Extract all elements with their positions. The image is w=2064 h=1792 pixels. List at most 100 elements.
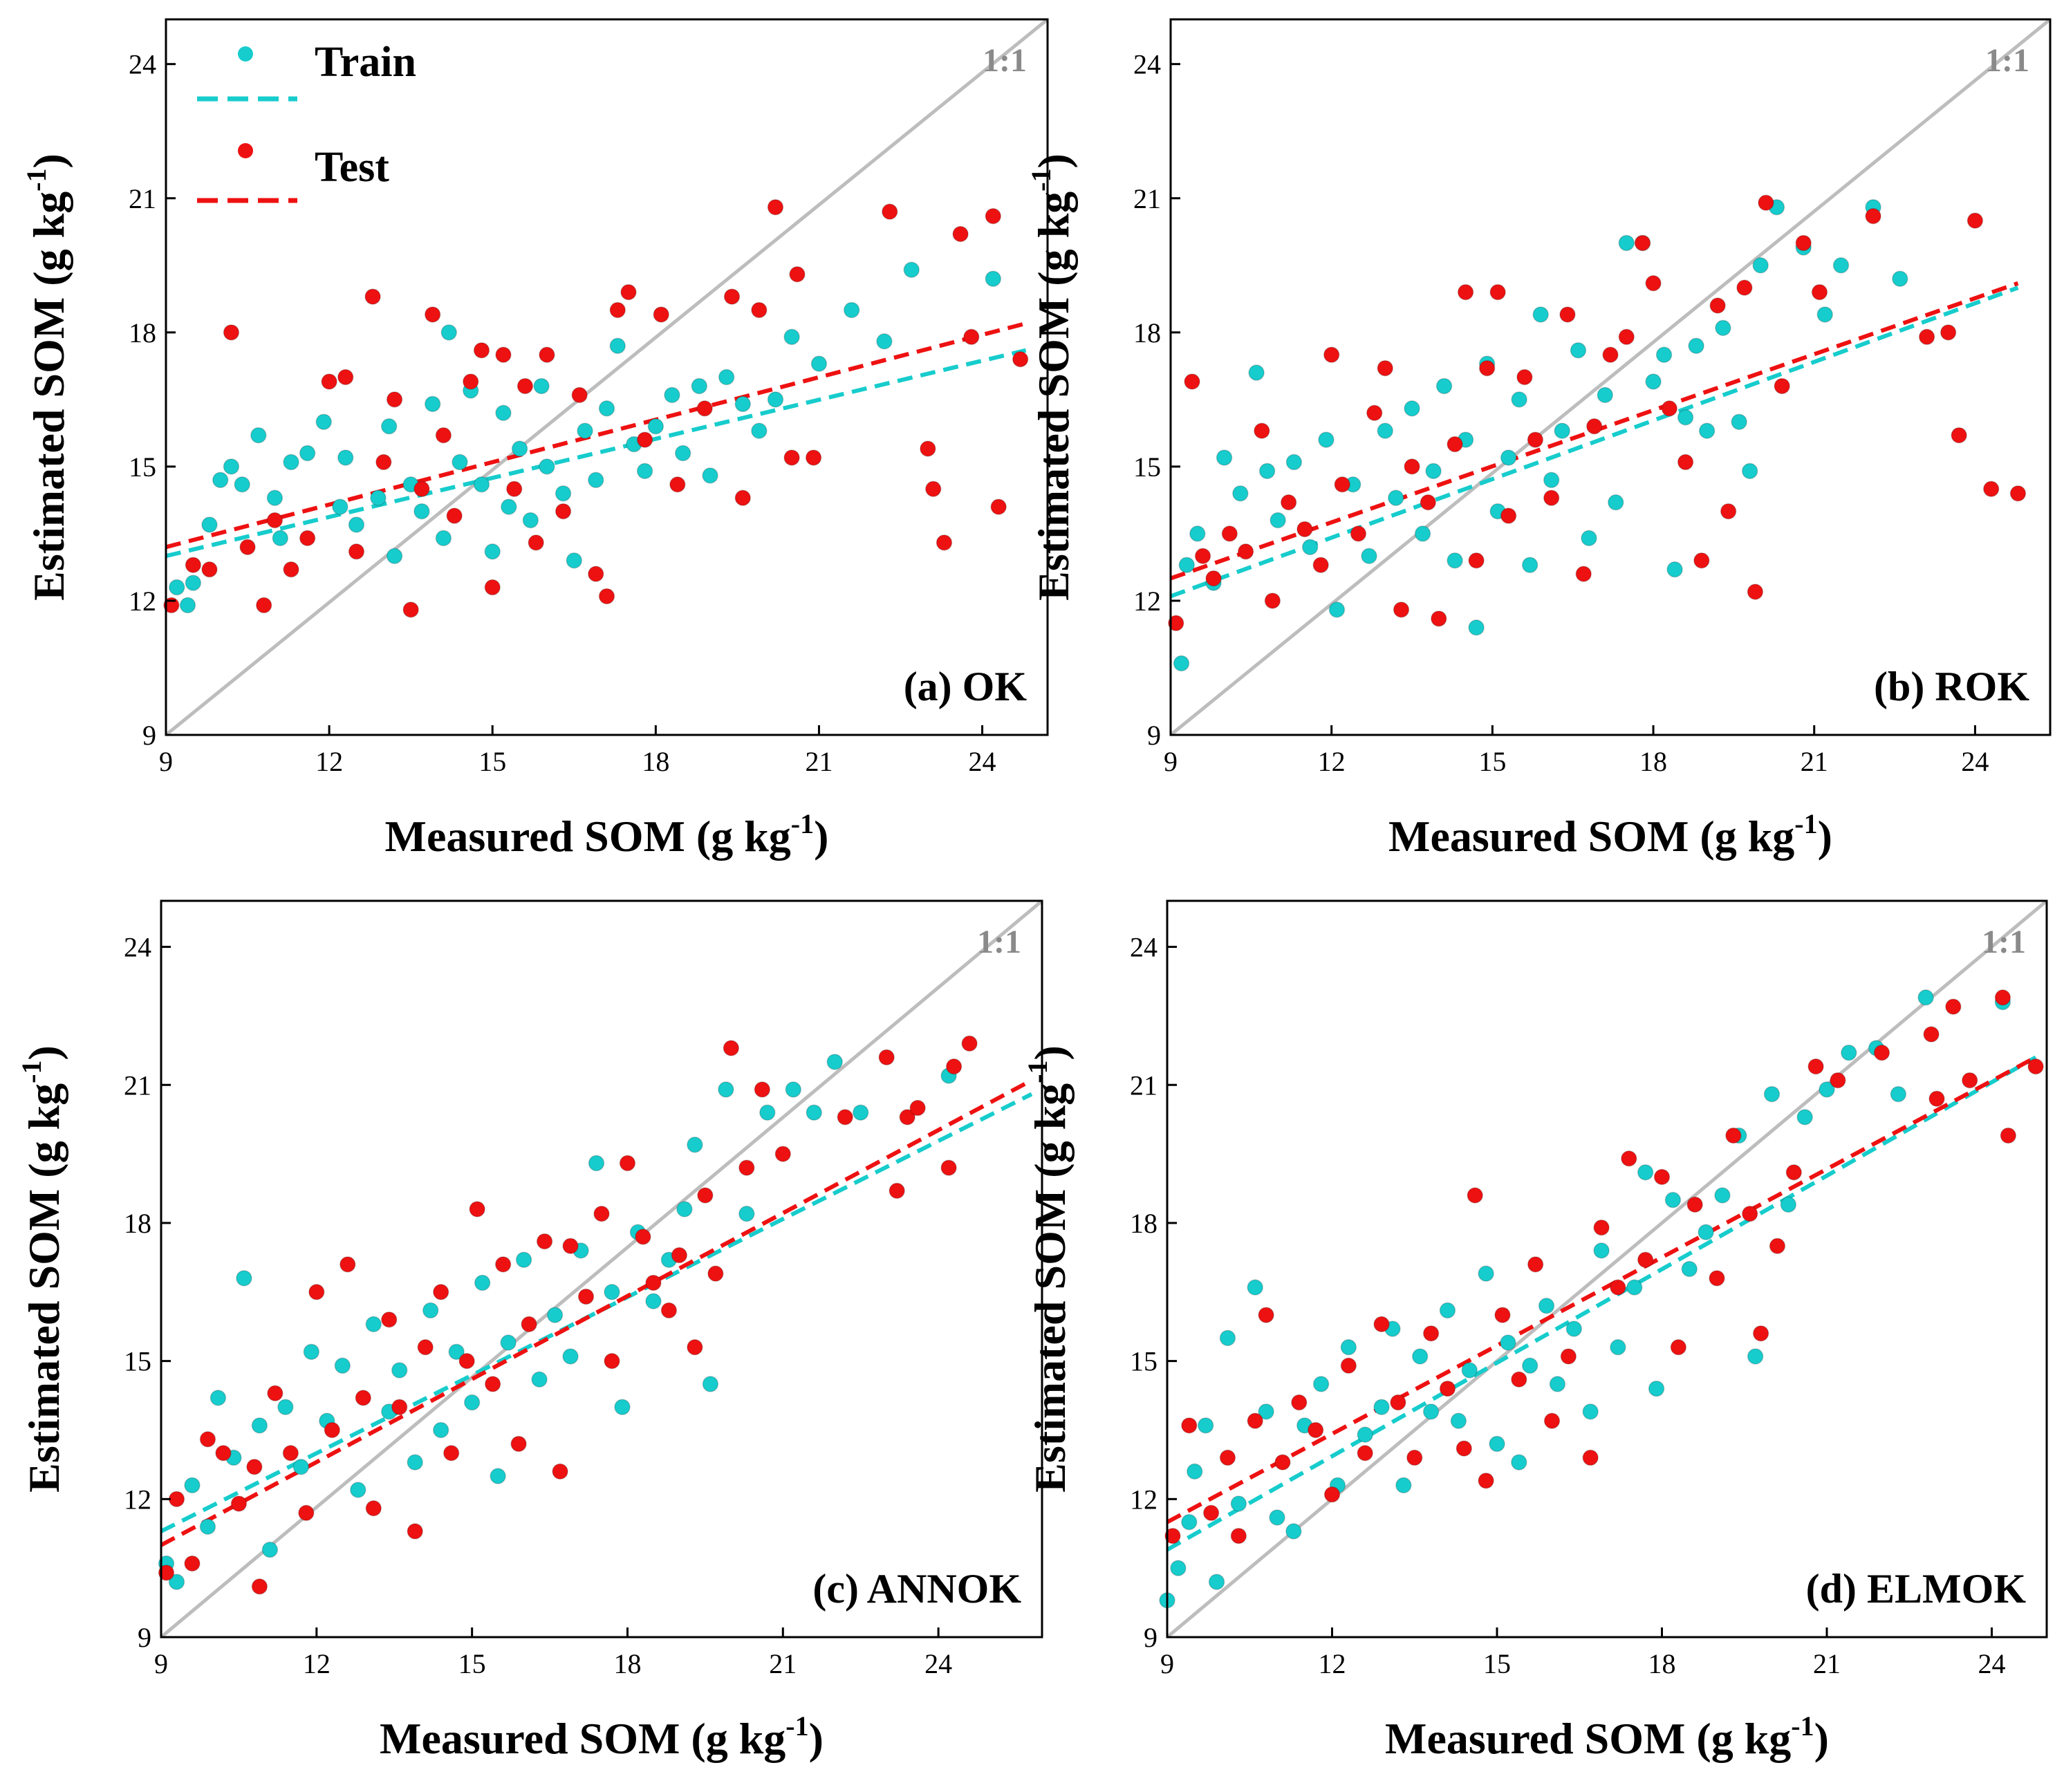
y-tick-label: 18 (1133, 317, 1161, 348)
train-point (1411, 1348, 1429, 1365)
train-point (674, 445, 691, 462)
test-point (552, 1463, 568, 1480)
train-point (1340, 1338, 1357, 1356)
y-tick-label: 24 (124, 932, 151, 963)
panel-label: (c) ANNOK (812, 1566, 1021, 1612)
test-point (1811, 283, 1828, 301)
train-point (1752, 257, 1769, 274)
test-point (945, 1058, 963, 1075)
x-tick-label: 15 (1483, 1648, 1511, 1679)
test-point (1406, 1449, 1423, 1466)
train-point (1173, 655, 1190, 672)
test-point (635, 1229, 651, 1245)
test-point (963, 328, 980, 346)
train-point (664, 386, 680, 404)
test-point (1634, 234, 1651, 252)
test-point (375, 454, 392, 471)
test-point (432, 1284, 449, 1300)
train-point (1388, 489, 1404, 506)
test-point (1168, 615, 1184, 632)
x-tick-label: 15 (478, 746, 506, 777)
panel-label: (d) ELMOK (1806, 1566, 2027, 1612)
train-point (495, 404, 512, 421)
test-point (1323, 346, 1340, 363)
test-point (723, 288, 741, 305)
test-point (598, 588, 615, 605)
y-tick-label: 12 (124, 1484, 151, 1515)
train-point (843, 301, 860, 319)
train-point (826, 1054, 843, 1070)
train-point (1450, 1412, 1467, 1429)
y-tick-label: 18 (1130, 1208, 1157, 1239)
train-point (413, 503, 430, 520)
train-point (738, 1205, 755, 1222)
train-point (676, 1201, 693, 1217)
train-point (1714, 1187, 1731, 1204)
test-point (505, 480, 523, 497)
panel-ok: 9 12 15 18 21 24 9 12 15 18 21 24 Measured SOM (g kg… (21, 18, 1049, 861)
train-point (1543, 472, 1560, 489)
test-point (1511, 1371, 1527, 1388)
y-tick-label: 12 (1130, 1484, 1157, 1515)
train-point (474, 1274, 491, 1291)
test-point (517, 377, 534, 395)
test-point (1918, 328, 1935, 346)
test-point (1645, 274, 1662, 292)
train-point (1511, 391, 1527, 408)
y-tick-label: 15 (1133, 451, 1161, 483)
test-point (230, 1495, 248, 1512)
test-point (1543, 1412, 1561, 1429)
test-point (1741, 1205, 1758, 1222)
train-point (303, 1343, 320, 1361)
train-point (1648, 1380, 1665, 1397)
y-tick-label: 21 (1133, 183, 1161, 214)
test-point (1677, 454, 1694, 471)
test-point (1693, 552, 1710, 569)
train-point (1425, 463, 1442, 480)
train-point (365, 1316, 382, 1333)
test-point (697, 1187, 714, 1204)
test-point (1184, 373, 1200, 390)
train-point (702, 467, 718, 484)
train-point (1181, 1513, 1198, 1531)
test-point (458, 1352, 475, 1370)
test-point (462, 373, 479, 390)
train-point (1189, 525, 1206, 542)
train-point (1414, 525, 1431, 542)
test-point (961, 1035, 978, 1052)
test-point (1420, 494, 1437, 511)
train-fit-line (1167, 1055, 2037, 1552)
test-point (443, 1445, 460, 1462)
test-fit-line (1167, 1055, 2037, 1524)
train-point (1532, 306, 1549, 323)
train-point (577, 422, 593, 439)
x-tick-label: 18 (1639, 746, 1667, 777)
train-point (687, 1137, 703, 1153)
train-point (422, 1302, 439, 1319)
y-tick-label: 24 (1133, 49, 1161, 80)
train-point (334, 1357, 351, 1374)
x-axis-label-end: ) (809, 1714, 824, 1763)
y-axis-label: Estimated SOM (g kg-1) (21, 153, 73, 601)
y-axis-label-sup: -1 (1022, 1060, 1053, 1083)
y-tick-label: 15 (1130, 1346, 1157, 1377)
train-point (1301, 539, 1319, 556)
train-point (555, 485, 572, 502)
x-tick-label: 9 (154, 1648, 168, 1679)
identity-line (1167, 901, 2047, 1637)
y-axis-label-sup: -1 (1025, 168, 1057, 191)
train-point (1664, 1191, 1682, 1208)
test-point (1709, 297, 1726, 314)
train-point (473, 476, 490, 493)
train-point (1285, 454, 1303, 471)
train-point (277, 1399, 294, 1415)
test-point (1205, 570, 1222, 587)
test-point (1164, 1527, 1181, 1544)
test-point (494, 1256, 512, 1273)
train-point (1917, 989, 1934, 1006)
test-point (1296, 521, 1313, 538)
x-tick-label: 24 (1978, 1648, 2006, 1679)
test-point (1725, 1127, 1742, 1144)
test-point (609, 301, 626, 319)
test-point (348, 543, 365, 560)
